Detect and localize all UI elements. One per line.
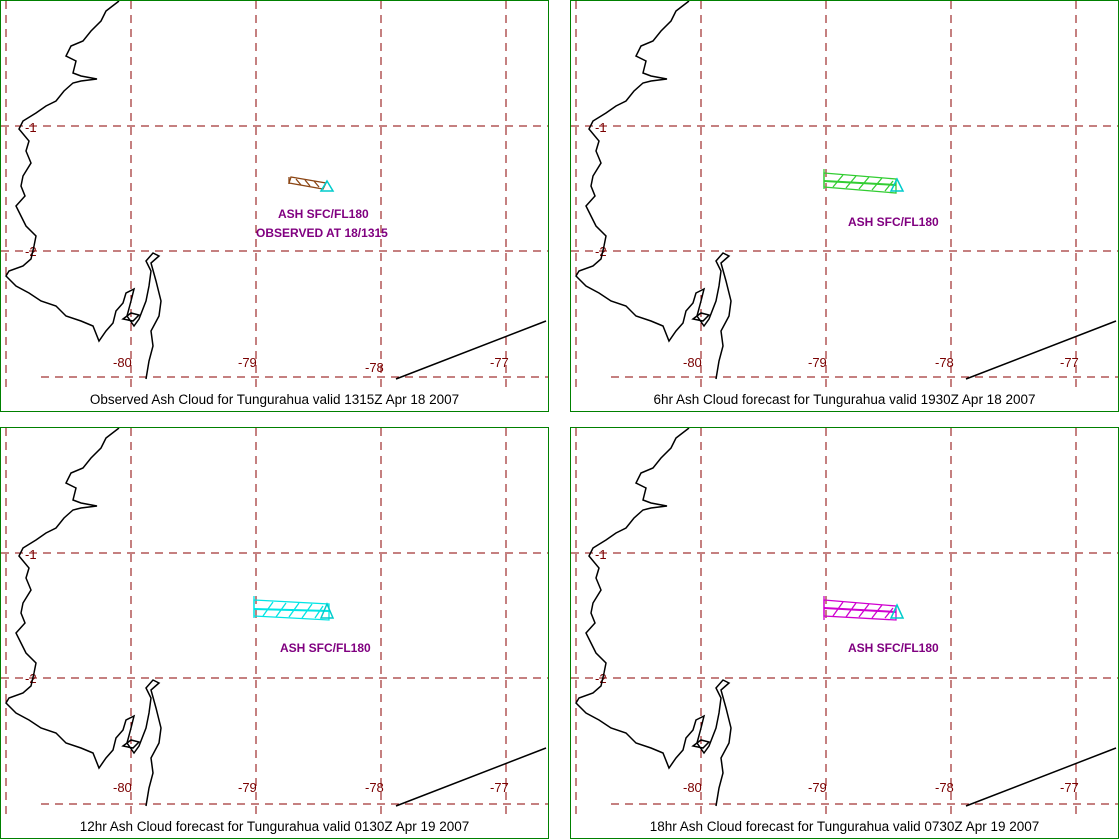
lon-label: -79	[238, 355, 257, 370]
ash-cloud	[823, 596, 897, 621]
cloud-label: ASH SFC/FL180	[280, 641, 371, 655]
panel-caption: 6hr Ash Cloud forecast for Tungurahua va…	[571, 389, 1118, 411]
cloud-label: ASH SFC/FL180	[848, 641, 939, 655]
lon-label: -78	[365, 780, 384, 795]
map-panel-observed: -1 -2 -80 -79 -78 -77 ASH SFC/FL180 OBSE…	[0, 0, 549, 412]
lon-label: -79	[238, 780, 257, 795]
cloud-label: ASH SFC/FL180	[848, 215, 939, 229]
lon-label: -78	[365, 360, 384, 375]
triangle-vent-icon	[889, 603, 905, 619]
lat-label: -2	[25, 671, 37, 686]
coastline	[5, 1, 547, 380]
grid-lines	[571, 1, 1118, 391]
ash-cloud	[253, 596, 330, 621]
cloud-label-observed: OBSERVED AT 18/1315	[256, 226, 388, 240]
map-panel-6hr: -1 -2 -80 -79 -78 -77 ASH SFC/FL180 6hr …	[570, 0, 1119, 412]
map-canvas: -1 -2 -80 -79 -78 -77 ASH SFC/FL180 OBSE…	[1, 1, 548, 391]
lon-label: -79	[808, 780, 827, 795]
triangle-vent-icon	[319, 179, 335, 192]
map-canvas: -1 -2 -80 -79 -78 -77 ASH SFC/FL180	[1, 428, 548, 818]
panel-caption: Observed Ash Cloud for Tungurahua valid …	[1, 389, 548, 411]
lon-label: -78	[935, 780, 954, 795]
map-canvas: -1 -2 -80 -79 -78 -77 ASH SFC/FL180	[571, 1, 1118, 391]
map-canvas: -1 -2 -80 -79 -78 -77 ASH SFC/FL180	[571, 428, 1118, 818]
lon-label: -80	[113, 780, 132, 795]
lon-label: -80	[683, 355, 702, 370]
lon-label: -77	[1060, 355, 1079, 370]
lon-label: -80	[683, 780, 702, 795]
lon-label: -77	[1060, 780, 1079, 795]
lat-label: -1	[25, 120, 37, 135]
map-panel-12hr: -1 -2 -80 -79 -78 -77 ASH SFC/FL180 12hr…	[0, 427, 549, 839]
lon-label: -79	[808, 355, 827, 370]
grid-lines	[571, 428, 1118, 818]
lat-label: -1	[25, 547, 37, 562]
map-panel-18hr: -1 -2 -80 -79 -78 -77 ASH SFC/FL180 18hr…	[570, 427, 1119, 839]
lon-label: -78	[935, 355, 954, 370]
lon-label: -77	[490, 355, 509, 370]
grid-lines	[1, 1, 548, 391]
panel-caption: 18hr Ash Cloud forecast for Tungurahua v…	[571, 816, 1118, 838]
lon-label: -77	[490, 780, 509, 795]
ash-cloud	[288, 176, 327, 190]
panel-caption: 12hr Ash Cloud forecast for Tungurahua v…	[1, 816, 548, 838]
lon-label: -80	[113, 355, 132, 370]
lat-label: -2	[595, 244, 607, 259]
coastline	[575, 1, 1117, 380]
coastline	[575, 428, 1117, 807]
lat-label: -1	[595, 547, 607, 562]
lat-label: -2	[595, 671, 607, 686]
coastline	[5, 428, 547, 807]
ash-cloud	[823, 169, 897, 194]
cloud-label: ASH SFC/FL180	[278, 207, 369, 221]
lat-label: -2	[25, 244, 37, 259]
triangle-vent-icon	[319, 602, 335, 619]
lat-label: -1	[595, 120, 607, 135]
triangle-vent-icon	[889, 177, 905, 192]
grid-lines	[1, 428, 548, 818]
